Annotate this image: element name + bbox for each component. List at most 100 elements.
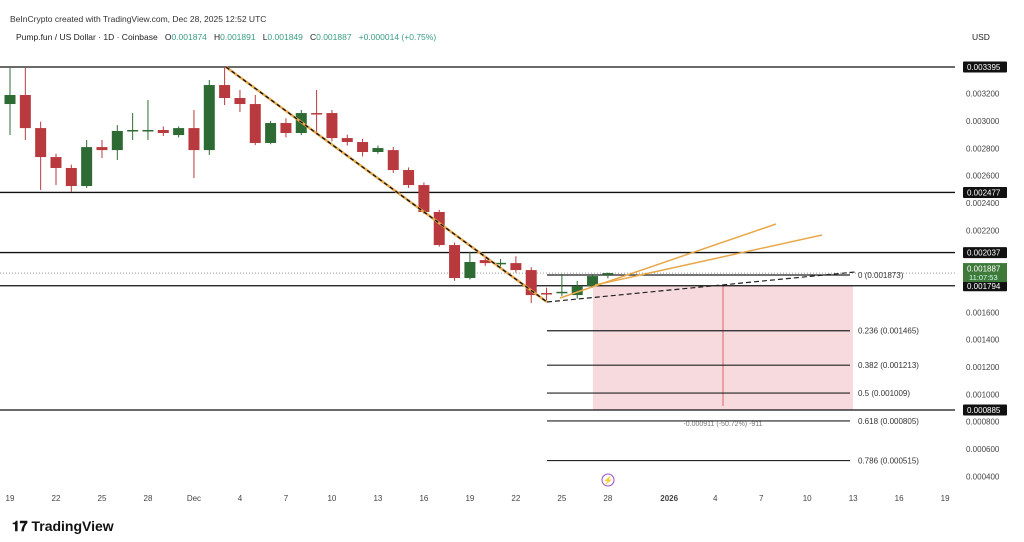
candle-body: [142, 129, 154, 132]
y-tick-label: 0.001600: [966, 308, 1000, 317]
x-tick-label: 2026: [660, 494, 678, 503]
y-tick-label: 0.002800: [966, 144, 1000, 153]
credit-text: BeInCrypto created with TradingView.com,…: [10, 14, 267, 24]
candle-body: [65, 167, 77, 187]
high-label: H: [214, 32, 221, 42]
fib-level-label: 0 (0.001873): [858, 271, 904, 280]
tv-logo-icon: 𝟏𝟕: [12, 518, 32, 534]
candle-body: [127, 129, 139, 132]
event-lightning-icon: [601, 473, 615, 487]
candle-body: [265, 123, 277, 143]
y-tick-label: 0.000400: [966, 472, 1000, 481]
y-tick-label: 0.003000: [966, 117, 1000, 126]
level-price-tag: [963, 280, 1007, 292]
y-tick-label: 0.000600: [966, 445, 1000, 454]
candle-body: [50, 157, 62, 168]
candle-body: [495, 262, 507, 265]
level-price-label: 0.003395: [967, 63, 1001, 72]
open-value: 0.001874: [171, 32, 207, 42]
low-label: L: [262, 32, 268, 42]
candle-body: [326, 113, 338, 139]
candle-body: [602, 273, 614, 275]
candle-body: [510, 263, 522, 271]
logo-text: TradingView: [31, 518, 114, 534]
level-price-tag: [963, 247, 1007, 259]
currency-label[interactable]: USD: [972, 32, 990, 42]
y-tick-label: 0.001000: [966, 390, 1000, 399]
level-price-label: 0.001794: [967, 282, 1001, 291]
candle-body: [525, 270, 537, 296]
level-price-tag: [963, 186, 1007, 198]
candle-body: [111, 130, 123, 151]
candle-body: [587, 276, 599, 287]
x-tick-label: 19: [465, 494, 474, 503]
channel-lower-line: [594, 234, 823, 286]
candle-body: [96, 147, 108, 151]
x-tick-label: Dec: [187, 494, 201, 503]
candle-body: [479, 260, 491, 264]
fib-level-label: 0.5 (0.001009): [858, 389, 910, 398]
x-tick-label: 22: [52, 494, 61, 503]
channel-upper-line: [559, 223, 777, 299]
x-tick-label: 7: [284, 494, 289, 503]
candle-body: [357, 142, 369, 152]
candle-body: [464, 262, 476, 278]
x-tick-label: 4: [238, 494, 243, 503]
fib-trend-line: [546, 271, 856, 303]
x-tick-label: 7: [759, 494, 764, 503]
close-label: C: [309, 32, 317, 42]
low-value: 0.001849: [267, 32, 303, 42]
candle-body: [387, 150, 399, 171]
x-tick-label: 25: [557, 494, 566, 503]
countdown-label: 11:07:53: [969, 273, 998, 282]
candle-body: [280, 123, 292, 134]
level-price-tag: [963, 404, 1007, 416]
y-tick-label: 0.001400: [966, 336, 1000, 345]
level-price-tag: [963, 61, 1007, 73]
downtrend-dash-line: [225, 66, 548, 303]
y-tick-label: 0.003200: [966, 90, 1000, 99]
candle-body: [19, 95, 31, 129]
candle-body: [449, 245, 461, 278]
x-tick-label: 4: [713, 494, 718, 503]
candle-body: [81, 147, 93, 187]
tradingview-logo: 𝟏𝟕 TradingView: [12, 518, 114, 535]
level-price-label: 0.000885: [967, 406, 1001, 415]
candle-body: [311, 113, 323, 115]
x-tick-label: 22: [511, 494, 520, 503]
change-value: +0.000014 (+0.75%): [358, 32, 437, 42]
x-tick-label: 10: [803, 494, 812, 503]
symbol-legend: Pump.fun / US Dollar · 1D · Coinbase O0.…: [16, 32, 436, 42]
fib-level-label: 0.236 (0.001465): [858, 327, 919, 336]
symbol-name[interactable]: Pump.fun / US Dollar · 1D · Coinbase: [16, 32, 158, 42]
candle-body: [433, 211, 445, 246]
candle-body: [234, 98, 246, 105]
high-value: 0.001891: [220, 32, 256, 42]
candle-body: [188, 128, 200, 151]
y-tick-label: 0.002600: [966, 172, 1000, 181]
x-tick-label: 28: [603, 494, 612, 503]
fib-level-label: 0.382 (0.001213): [858, 361, 919, 370]
x-tick-label: 19: [941, 494, 950, 503]
candle-body: [4, 95, 16, 105]
x-tick-label: 10: [327, 494, 336, 503]
y-tick-label: 0.001200: [966, 363, 1000, 372]
candle-body: [556, 291, 568, 294]
open-label: O: [164, 32, 172, 42]
level-price-label: 0.002477: [967, 188, 1001, 197]
candle-body: [541, 293, 553, 295]
candle-body: [203, 85, 215, 151]
candle-body: [341, 138, 353, 143]
fib-level-label: 0.786 (0.000515): [858, 457, 919, 466]
candle-body: [418, 185, 430, 212]
measure-label: -0.000911 (-50.72%) -911: [683, 421, 762, 428]
candle-body: [219, 85, 231, 99]
x-tick-label: 16: [419, 494, 428, 503]
x-tick-label: 16: [895, 494, 904, 503]
current-price-tag: [963, 263, 1007, 283]
candle-body: [403, 170, 415, 186]
y-tick-label: 0.002200: [966, 226, 1000, 235]
x-tick-label: 25: [98, 494, 107, 503]
